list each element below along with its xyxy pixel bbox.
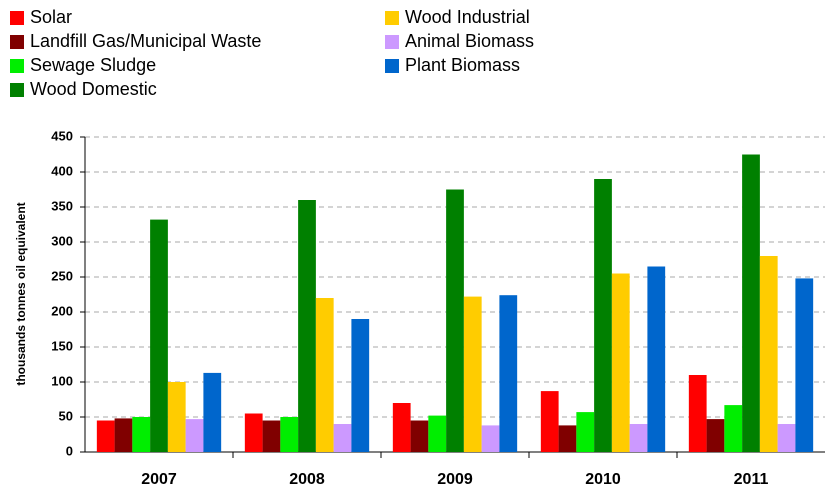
legend-label: Plant Biomass: [405, 55, 520, 75]
bar: [576, 412, 595, 452]
bar: [280, 417, 299, 452]
x-tick-label: 2007: [141, 471, 177, 488]
bar: [540, 391, 559, 452]
bar: [351, 319, 370, 452]
legend-swatch: [10, 11, 24, 25]
legend-swatch: [10, 35, 24, 49]
bar: [203, 372, 222, 452]
legend-swatch: [10, 59, 24, 73]
y-tick-label: 100: [51, 373, 73, 388]
bar: [96, 420, 115, 452]
bar: [795, 278, 814, 452]
legend-swatch: [10, 83, 24, 97]
bar: [185, 419, 204, 452]
bar: [167, 382, 186, 452]
bar: [463, 296, 482, 452]
bar: [611, 273, 630, 452]
bar: [428, 415, 447, 452]
legend-swatch: [385, 35, 399, 49]
bar: [410, 420, 429, 452]
y-tick-label: 350: [51, 198, 73, 213]
legend-label: Landfill Gas/Municipal Waste: [30, 31, 261, 51]
bar: [777, 424, 796, 452]
bar: [132, 417, 151, 452]
bar: [759, 256, 778, 452]
bar: [298, 200, 316, 452]
bar: [688, 375, 707, 452]
y-tick-label: 300: [51, 233, 73, 248]
bar: [315, 298, 334, 452]
bar: [647, 266, 666, 452]
bar: [706, 419, 725, 452]
bar: [114, 418, 133, 452]
bar: [244, 413, 263, 452]
bar: [594, 179, 612, 452]
legend-label: Wood Domestic: [30, 79, 157, 99]
y-tick-label: 150: [51, 338, 73, 353]
bar: [150, 219, 168, 452]
legend-label: Sewage Sludge: [30, 55, 156, 75]
y-tick-label: 50: [59, 408, 73, 423]
y-tick-label: 200: [51, 303, 73, 318]
y-tick-label: 450: [51, 128, 73, 143]
bar: [333, 424, 352, 452]
bar: [262, 420, 281, 452]
x-tick-label: 2009: [437, 471, 473, 488]
y-tick-label: 250: [51, 268, 73, 283]
x-tick-label: 2008: [289, 471, 325, 488]
legend-swatch: [385, 59, 399, 73]
bar: [499, 295, 518, 452]
bar: [392, 403, 411, 452]
bar: [558, 425, 577, 452]
legend-label: Solar: [30, 7, 72, 27]
legend-swatch: [385, 11, 399, 25]
x-tick-label: 2011: [734, 471, 769, 488]
x-tick-label: 2010: [585, 471, 621, 488]
bar: [446, 189, 464, 452]
bar: [481, 425, 500, 452]
y-axis-label: thousands tonnes oil equivalent: [14, 202, 28, 385]
legend-label: Animal Biomass: [405, 31, 534, 51]
legend-label: Wood Industrial: [405, 7, 530, 27]
y-tick-label: 400: [51, 163, 73, 178]
bar: [742, 154, 760, 452]
bar: [629, 424, 648, 452]
bar: [724, 405, 743, 452]
y-tick-label: 0: [66, 443, 73, 458]
